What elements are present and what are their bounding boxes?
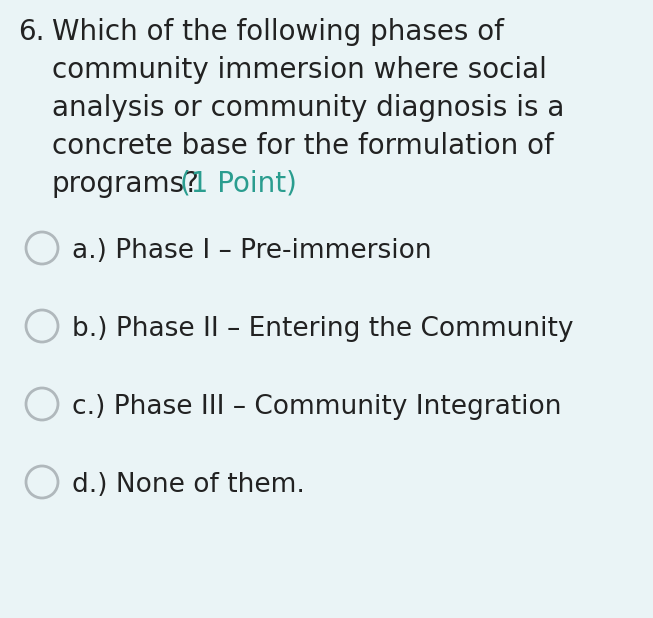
Text: 6.: 6. [18, 18, 44, 46]
Text: b.) Phase II – Entering the Community: b.) Phase II – Entering the Community [72, 316, 573, 342]
Text: concrete base for the formulation of: concrete base for the formulation of [52, 132, 554, 160]
Text: (1 Point): (1 Point) [180, 170, 297, 198]
Text: c.) Phase III – Community Integration: c.) Phase III – Community Integration [72, 394, 562, 420]
Text: analysis or community diagnosis is a: analysis or community diagnosis is a [52, 94, 564, 122]
Text: community immersion where social: community immersion where social [52, 56, 547, 84]
Text: Which of the following phases of: Which of the following phases of [52, 18, 504, 46]
Text: a.) Phase I – Pre-immersion: a.) Phase I – Pre-immersion [72, 238, 432, 264]
Text: d.) None of them.: d.) None of them. [72, 472, 305, 498]
Text: programs?: programs? [52, 170, 200, 198]
